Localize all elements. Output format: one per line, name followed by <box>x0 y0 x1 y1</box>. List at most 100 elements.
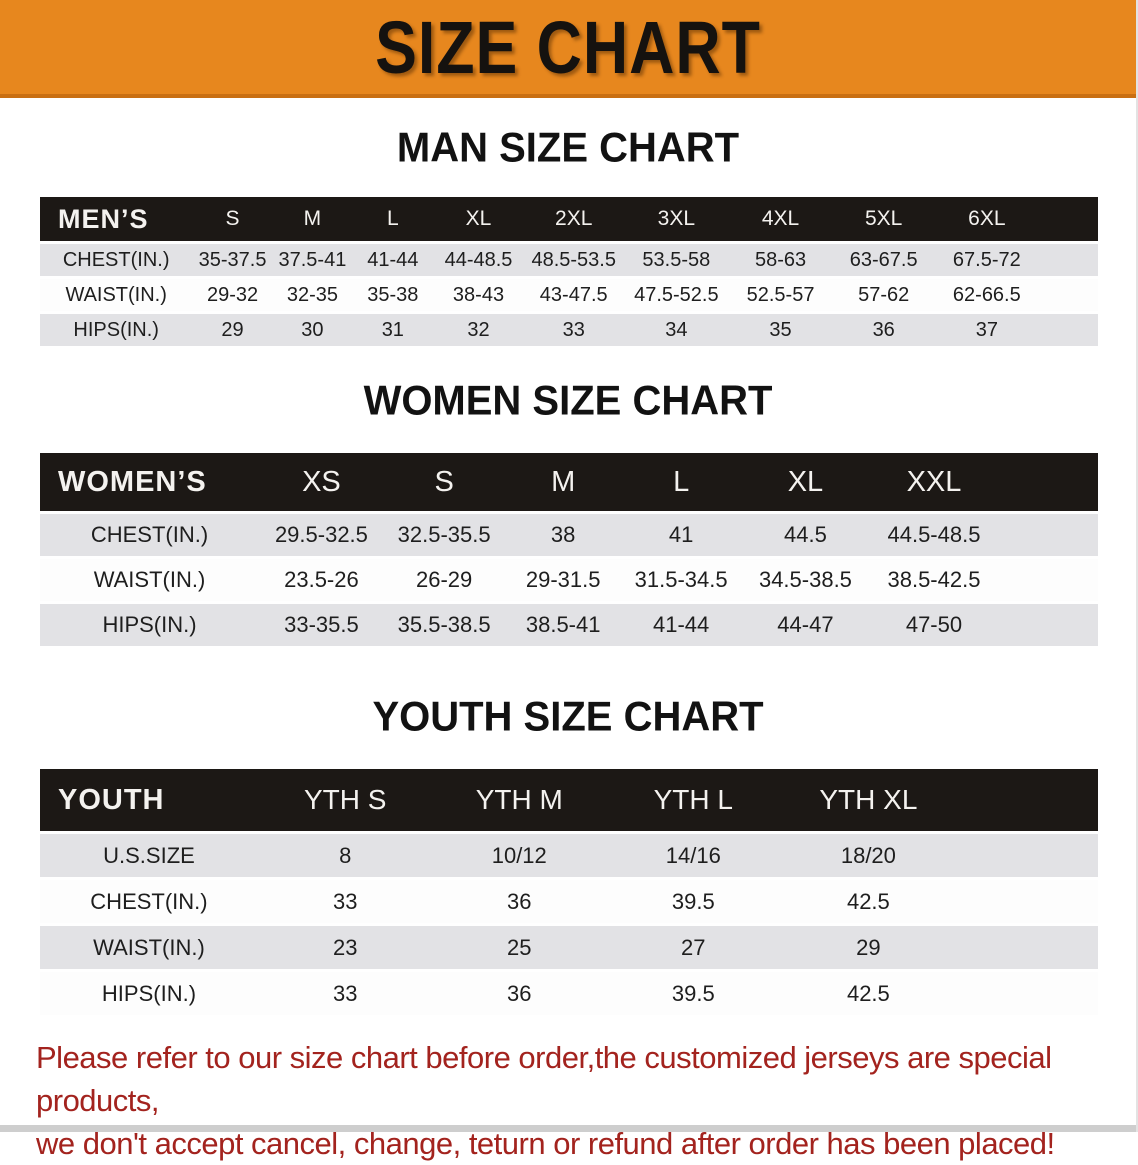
cell: 37.5-41 <box>272 244 353 276</box>
cell: 32-35 <box>272 279 353 311</box>
men-waist-row: WAIST(IN.) 29-32 32-35 35-38 38-43 43-47… <box>40 279 1098 311</box>
women-size-col: XXL <box>870 453 998 511</box>
cell: 41-44 <box>621 604 741 646</box>
cell: 31.5-34.5 <box>621 559 741 601</box>
youth-size-col: YTH XL <box>780 769 957 831</box>
men-section-title: MAN SIZE CHART <box>396 124 740 172</box>
spacer-cell <box>1038 244 1098 276</box>
spacer-cell <box>1038 279 1098 311</box>
cell: 38.5-41 <box>504 604 622 646</box>
cell: 63-67.5 <box>832 244 935 276</box>
cell: 35-38 <box>352 279 434 311</box>
cell: 36 <box>432 972 606 1015</box>
cell: 10/12 <box>432 834 606 877</box>
cell: 8 <box>257 834 433 877</box>
spacer-cell <box>1038 314 1098 346</box>
cell: 35 <box>728 314 833 346</box>
cell: 29-31.5 <box>504 559 622 601</box>
spacer-cell <box>956 926 1098 969</box>
youth-size-col: YTH S <box>257 769 433 831</box>
youth-section-title: YOUTH SIZE CHART <box>372 693 764 741</box>
cell: 23 <box>257 926 433 969</box>
row-label: WAIST(IN.) <box>40 559 259 601</box>
women-size-col: M <box>504 453 622 511</box>
cell: 25 <box>432 926 606 969</box>
cell: 23.5-26 <box>259 559 384 601</box>
cell: 62-66.5 <box>935 279 1039 311</box>
women-size-col: L <box>621 453 741 511</box>
men-size-table: MEN’S S M L XL 2XL 3XL 4XL 5XL 6XL CHEST… <box>40 194 1098 349</box>
cell: 27 <box>606 926 781 969</box>
cell: 32.5-35.5 <box>383 514 505 556</box>
cell: 67.5-72 <box>935 244 1039 276</box>
women-size-table: WOMEN’S XS S M L XL XXL CHEST(IN.) 29.5-… <box>40 450 1098 649</box>
cell: 41-44 <box>352 244 434 276</box>
youth-chest-row: CHEST(IN.) 33 36 39.5 42.5 <box>40 880 1098 923</box>
cell: 53.5-58 <box>623 244 729 276</box>
order-policy-line-1: Please refer to our size chart before or… <box>36 1040 1052 1118</box>
spacer-cell <box>956 972 1098 1015</box>
cell: 36 <box>432 880 606 923</box>
row-label: CHEST(IN.) <box>40 880 258 923</box>
row-label: HIPS(IN.) <box>40 604 259 646</box>
cell: 47.5-52.5 <box>623 279 729 311</box>
cell: 33 <box>523 314 624 346</box>
cell: 48.5-53.5 <box>523 244 624 276</box>
order-policy-note: Please refer to our size chart before or… <box>36 1036 1100 1165</box>
cell: 26-29 <box>383 559 505 601</box>
cell: 44-47 <box>740 604 871 646</box>
men-size-col: S <box>192 197 273 241</box>
youth-waist-row: WAIST(IN.) 23 25 27 29 <box>40 926 1098 969</box>
row-label: CHEST(IN.) <box>40 244 193 276</box>
youth-header-row: YOUTH YTH S YTH M YTH L YTH XL <box>40 769 1098 831</box>
youth-header-label: YOUTH <box>40 769 258 831</box>
banner: SIZE CHART <box>0 0 1136 98</box>
men-header-row: MEN’S S M L XL 2XL 3XL 4XL 5XL 6XL <box>40 197 1098 241</box>
cell: 38-43 <box>433 279 524 311</box>
cell: 29 <box>780 926 957 969</box>
spacer-cell <box>1038 197 1098 241</box>
cell: 36 <box>832 314 935 346</box>
cell: 39.5 <box>606 880 781 923</box>
cell: 42.5 <box>780 972 957 1015</box>
cell: 14/16 <box>606 834 781 877</box>
women-section-title: WOMEN SIZE CHART <box>363 377 773 425</box>
women-waist-row: WAIST(IN.) 23.5-26 26-29 29-31.5 31.5-34… <box>40 559 1098 601</box>
women-size-col: S <box>383 453 505 511</box>
spacer-cell <box>997 514 1098 556</box>
women-chest-row: CHEST(IN.) 29.5-32.5 32.5-35.5 38 41 44.… <box>40 514 1098 556</box>
cell: 29 <box>192 314 273 346</box>
cell: 33 <box>257 972 433 1015</box>
cell: 35.5-38.5 <box>383 604 505 646</box>
cell: 30 <box>272 314 353 346</box>
cell: 44-48.5 <box>433 244 524 276</box>
row-label: WAIST(IN.) <box>40 279 193 311</box>
row-label: WAIST(IN.) <box>40 926 258 969</box>
women-size-col: XL <box>740 453 871 511</box>
cell: 33-35.5 <box>259 604 384 646</box>
cell: 44.5-48.5 <box>870 514 998 556</box>
cell: 35-37.5 <box>192 244 273 276</box>
spacer-cell <box>956 769 1098 831</box>
bottom-edge-strip <box>0 1125 1136 1132</box>
cell: 34.5-38.5 <box>740 559 871 601</box>
spacer-cell <box>956 834 1098 877</box>
cell: 33 <box>257 880 433 923</box>
women-header-row: WOMEN’S XS S M L XL XXL <box>40 453 1098 511</box>
youth-size-col: YTH M <box>432 769 606 831</box>
row-label: CHEST(IN.) <box>40 514 259 556</box>
men-size-col: 2XL <box>523 197 624 241</box>
youth-size-table: YOUTH YTH S YTH M YTH L YTH XL U.S.SIZE … <box>40 766 1098 1018</box>
cell: 18/20 <box>780 834 957 877</box>
men-hips-row: HIPS(IN.) 29 30 31 32 33 34 35 36 37 <box>40 314 1098 346</box>
cell: 47-50 <box>870 604 998 646</box>
men-size-col: M <box>272 197 353 241</box>
men-size-col: XL <box>433 197 524 241</box>
men-size-col: 3XL <box>623 197 729 241</box>
cell: 29-32 <box>192 279 273 311</box>
youth-hips-row: HIPS(IN.) 33 36 39.5 42.5 <box>40 972 1098 1015</box>
spacer-cell <box>956 880 1098 923</box>
youth-ussize-row: U.S.SIZE 8 10/12 14/16 18/20 <box>40 834 1098 877</box>
cell: 32 <box>433 314 524 346</box>
